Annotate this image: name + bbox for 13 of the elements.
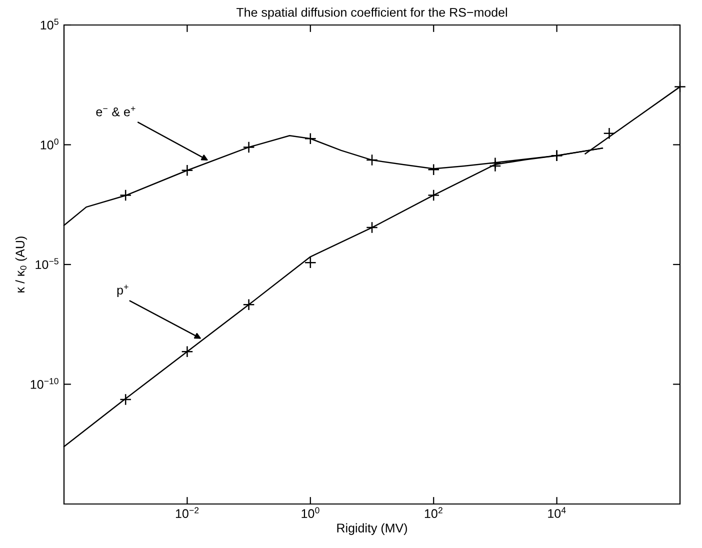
- chart-title: The spatial diffusion coefficient for the RS−model: [236, 8, 507, 20]
- y-tick-label: 10$^{5}$: [40, 18, 58, 30]
- annotation: p$^{+}$: [117, 284, 128, 298]
- x-tick-label: 10$^{4}$: [548, 507, 566, 518]
- y-tick-label: 10$^{−10}$: [30, 378, 58, 389]
- x-tick-label: 10$^{0}$: [302, 507, 320, 518]
- x-tick-label: 10$^{2}$: [424, 507, 442, 518]
- annotation: e$^{−}$ & e$^{+}$: [96, 106, 136, 116]
- y-axis-title: κ / κ$_{0}$ (AU): [15, 236, 28, 292]
- y-tick-label: 10$^{−5}$: [36, 258, 58, 270]
- x-axis-title: Rigidity (MV): [337, 523, 407, 535]
- y-tick-label: 10$^{0}$: [40, 138, 58, 150]
- x-tick-label: 10$^{−2}$: [176, 507, 199, 518]
